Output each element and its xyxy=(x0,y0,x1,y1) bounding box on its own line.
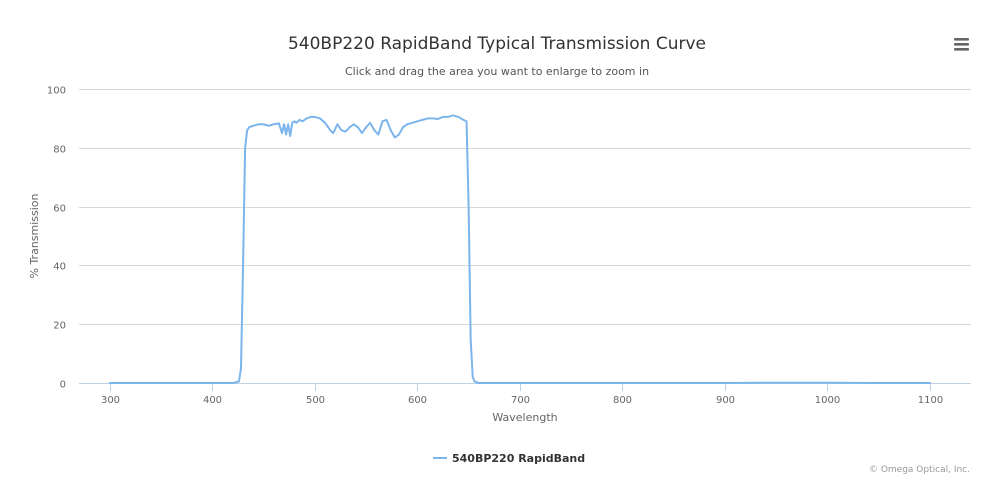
chart-subtitle: Click and drag the area you want to enla… xyxy=(345,65,649,78)
y-axis-title: % Transmission xyxy=(28,193,41,278)
x-tick-label: 900 xyxy=(716,395,735,406)
x-tick-label: 700 xyxy=(511,395,530,406)
credits-text[interactable]: © Omega Optical, Inc. xyxy=(869,465,970,475)
x-tick-label: 400 xyxy=(203,395,222,406)
menu-bar-middle xyxy=(954,43,969,46)
series-line-0[interactable] xyxy=(108,114,931,384)
x-tick-label: 300 xyxy=(101,395,120,406)
hamburger-menu-icon[interactable] xyxy=(950,34,974,56)
chart-title: 540BP220 RapidBand Typical Transmission … xyxy=(288,34,706,54)
menu-bar-bottom xyxy=(954,48,969,51)
legend-item-label[interactable]: 540BP220 RapidBand xyxy=(452,452,585,465)
series-group[interactable] xyxy=(108,114,931,384)
x-axis-title: Wavelength xyxy=(492,411,557,424)
y-tick-label: 20 xyxy=(53,321,66,332)
x-tick-label: 1000 xyxy=(815,395,840,406)
grid-lines xyxy=(79,89,971,325)
y-tick-label: 60 xyxy=(53,204,66,215)
y-tick-label: 0 xyxy=(60,380,66,391)
menu-bar-top xyxy=(954,38,969,41)
legend[interactable]: 540BP220 RapidBand xyxy=(433,452,585,465)
x-tick-label: 800 xyxy=(613,395,632,406)
y-tick-label: 80 xyxy=(53,145,66,156)
y-tick-label: 40 xyxy=(53,262,66,273)
y-axis: 0 20 40 60 80 100 xyxy=(47,86,66,391)
x-tick-label: 600 xyxy=(408,395,427,406)
y-tick-label: 100 xyxy=(47,86,66,97)
x-tick-label: 500 xyxy=(306,395,325,406)
x-tick-label: 1100 xyxy=(918,395,943,406)
